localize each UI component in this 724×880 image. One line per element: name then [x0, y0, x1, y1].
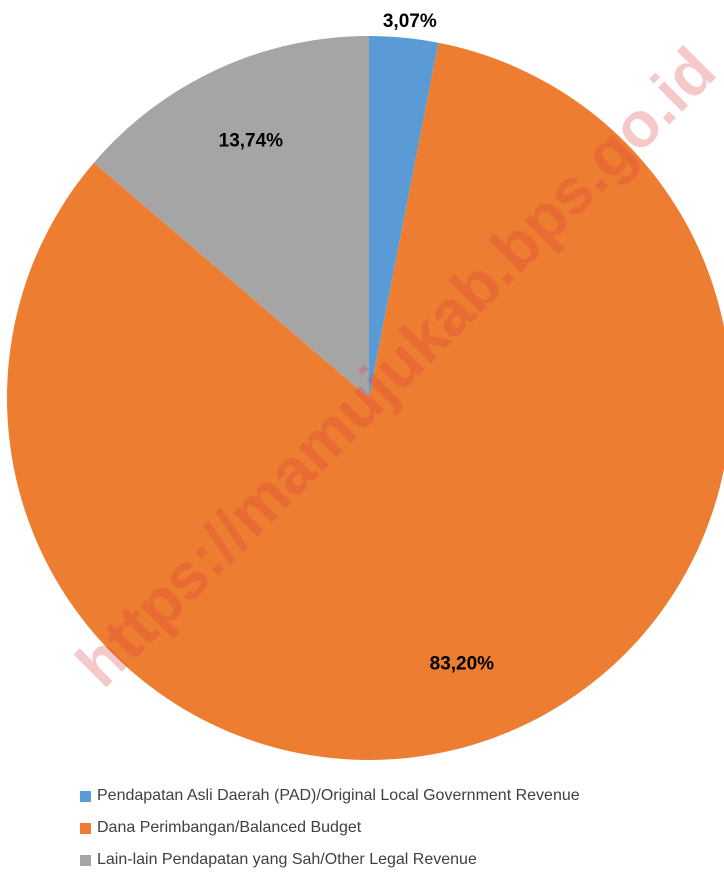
pie-slice-3 [93, 36, 369, 398]
legend-swatch [80, 822, 91, 834]
legend-item-2: Dana Perimbangan/Balanced Budget [80, 812, 720, 844]
legend-item-1: Pendapatan Asli Daerah (PAD)/Original Lo… [80, 780, 720, 812]
legend-label: Lain-lain Pendapatan yang Sah/Other Lega… [97, 851, 477, 868]
legend-label: Pendapatan Asli Daerah (PAD)/Original Lo… [97, 787, 580, 804]
legend-label: Dana Perimbangan/Balanced Budget [97, 819, 362, 836]
pie-slice-2 [7, 42, 724, 760]
legend: Pendapatan Asli Daerah (PAD)/Original Lo… [80, 780, 720, 876]
data-label-1: 3,07% [383, 11, 437, 32]
pie-chart: 3,07% 83,20% 13,74% [7, 11, 724, 760]
pie-slice-1 [369, 36, 439, 398]
legend-item-3: Lain-lain Pendapatan yang Sah/Other Lega… [80, 844, 720, 876]
data-label-2: 83,20% [430, 654, 495, 675]
legend-swatch [80, 854, 91, 866]
legend-swatch [80, 790, 91, 802]
pie-slices [7, 36, 724, 760]
pie-data-labels: 3,07% 83,20% 13,74% [219, 11, 495, 675]
data-label-3: 13,74% [219, 131, 284, 152]
